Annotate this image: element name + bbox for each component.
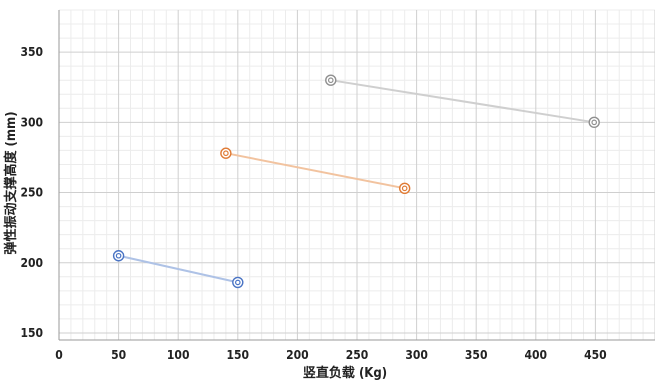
major-gridlines [58,10,655,341]
x-tick-label: 300 [405,348,428,362]
data-point [325,74,337,86]
y-tick-label: 350 [20,45,43,59]
data-point-inner [235,279,241,286]
y-tick-label: 150 [20,326,43,340]
x-tick-label: 250 [346,348,369,362]
series-line [330,79,595,124]
data-point [112,250,125,262]
data-point [398,182,411,195]
x-axis-label: 竖直负载 (Kg) [303,365,387,381]
x-tick-label: 50 [111,348,126,362]
data-point-inner [401,185,408,192]
data-point-inner [115,252,122,259]
series-line [225,152,405,190]
data-point [588,116,600,129]
x-tick-label: 400 [525,348,548,362]
x-tick-label: 200 [286,348,309,362]
series-line [118,254,239,284]
x-tick-label: 350 [465,348,488,362]
y-tick-label: 200 [20,256,43,270]
y-axis-label: 弹性振动支撑高度 (mm) [3,111,19,254]
data-point [232,276,244,289]
y-axis-ticks: 150 200 250 300 350 [20,45,43,340]
data-series [112,74,600,289]
y-tick-label: 300 [20,115,43,129]
x-tick-label: 0 [55,348,63,362]
data-point-inner [327,77,334,84]
series-3 [325,74,600,129]
y-tick-label: 250 [20,186,43,200]
x-tick-label: 450 [584,348,607,362]
x-tick-label: 100 [167,348,190,362]
series-1 [112,250,244,289]
data-point-inner [591,119,598,126]
x-tick-label: 150 [227,348,250,362]
data-point [220,147,232,159]
x-axis-ticks: 0 50 100 150 200 250 300 350 400 450 [55,348,606,362]
series-2 [220,147,411,195]
data-point-inner [223,150,229,157]
